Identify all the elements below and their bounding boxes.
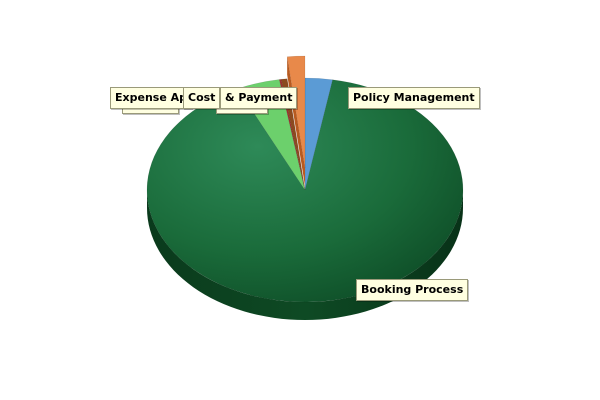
policy-management-label: Policy Management: [348, 87, 480, 109]
booking-process-label: Booking Process: [356, 279, 469, 301]
pie-slice-booking-process[interactable]: [146, 79, 464, 303]
pie-slice-policy-management[interactable]: [304, 77, 333, 191]
pie-slice-expense-reporting[interactable]: [286, 55, 306, 169]
cost-control-label: Cost: [183, 87, 221, 109]
travel-payment-label: & Payment: [220, 87, 298, 109]
expense-approval-label: Expense Ap: [110, 87, 192, 109]
